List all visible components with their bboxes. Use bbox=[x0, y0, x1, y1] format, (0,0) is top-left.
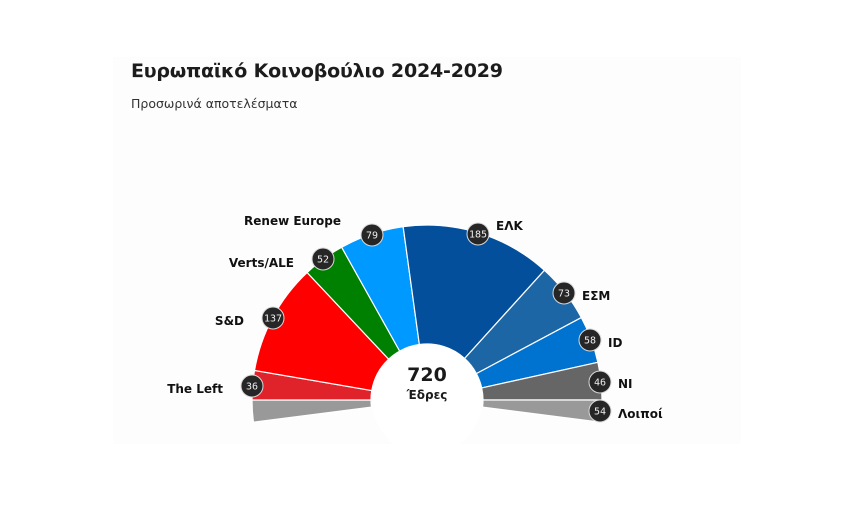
seat-badge: 185 bbox=[466, 222, 490, 246]
party-label: ΕΣΜ bbox=[582, 289, 610, 303]
wedge-λοιποί bbox=[481, 399, 603, 423]
badge-circle bbox=[311, 247, 335, 271]
party-label: The Left bbox=[167, 382, 223, 396]
badge-seats: 46 bbox=[594, 378, 606, 389]
badge-seats: 52 bbox=[317, 255, 329, 266]
center-hole bbox=[372, 345, 482, 455]
total-seats-label: Έδρες bbox=[406, 388, 448, 402]
badge-circle bbox=[240, 374, 264, 398]
seat-badge: 46 bbox=[588, 370, 612, 394]
party-label: NI bbox=[618, 377, 633, 391]
wedge-s-d bbox=[253, 271, 390, 392]
seat-badge: 54 bbox=[588, 399, 612, 423]
seat-wedges bbox=[251, 224, 603, 423]
badge-circle bbox=[261, 306, 285, 330]
badge-circle bbox=[588, 370, 612, 394]
party-labels: The Left S&D Verts/ALE Renew Europe ΕΛΚ ΕΣΜ ID… bbox=[167, 214, 663, 421]
seat-badges: 36 137 52 79 185 73 58 46 54 bbox=[240, 222, 612, 423]
seat-badge: 36 bbox=[240, 374, 264, 398]
badge-circle bbox=[360, 223, 384, 247]
total-seats: 720 bbox=[407, 364, 447, 386]
seat-badge: 52 bbox=[311, 247, 335, 271]
seat-badge: 79 bbox=[360, 223, 384, 247]
party-label: ΕΛΚ bbox=[496, 219, 523, 233]
party-label: S&D bbox=[215, 314, 244, 328]
seat-badge: 73 bbox=[552, 281, 576, 305]
party-label: Verts/ALE bbox=[229, 256, 294, 270]
badge-circle bbox=[588, 399, 612, 423]
badge-seats: 73 bbox=[558, 289, 570, 300]
wedge-ελκ bbox=[402, 224, 546, 360]
badge-circle bbox=[466, 222, 490, 246]
badge-circle bbox=[552, 281, 576, 305]
badge-seats: 54 bbox=[594, 407, 606, 418]
badge-seats: 36 bbox=[246, 382, 258, 393]
badge-seats: 79 bbox=[366, 231, 378, 242]
seat-badge: 137 bbox=[261, 306, 285, 330]
badge-seats: 137 bbox=[264, 314, 282, 325]
wedge-others-left bbox=[251, 399, 373, 423]
badge-seats: 58 bbox=[584, 336, 596, 347]
chart-title: Ευρωπαϊκό Κοινοβούλιο 2024-2029 bbox=[131, 60, 503, 82]
badge-seats: 185 bbox=[469, 230, 487, 241]
badge-circle bbox=[578, 328, 602, 352]
party-label: ID bbox=[608, 336, 622, 350]
seat-badge: 58 bbox=[578, 328, 602, 352]
party-label: Λοιποί bbox=[618, 407, 663, 421]
party-label: Renew Europe bbox=[244, 214, 341, 228]
chart-subtitle: Προσωρινά αποτελέσματα bbox=[131, 96, 298, 111]
